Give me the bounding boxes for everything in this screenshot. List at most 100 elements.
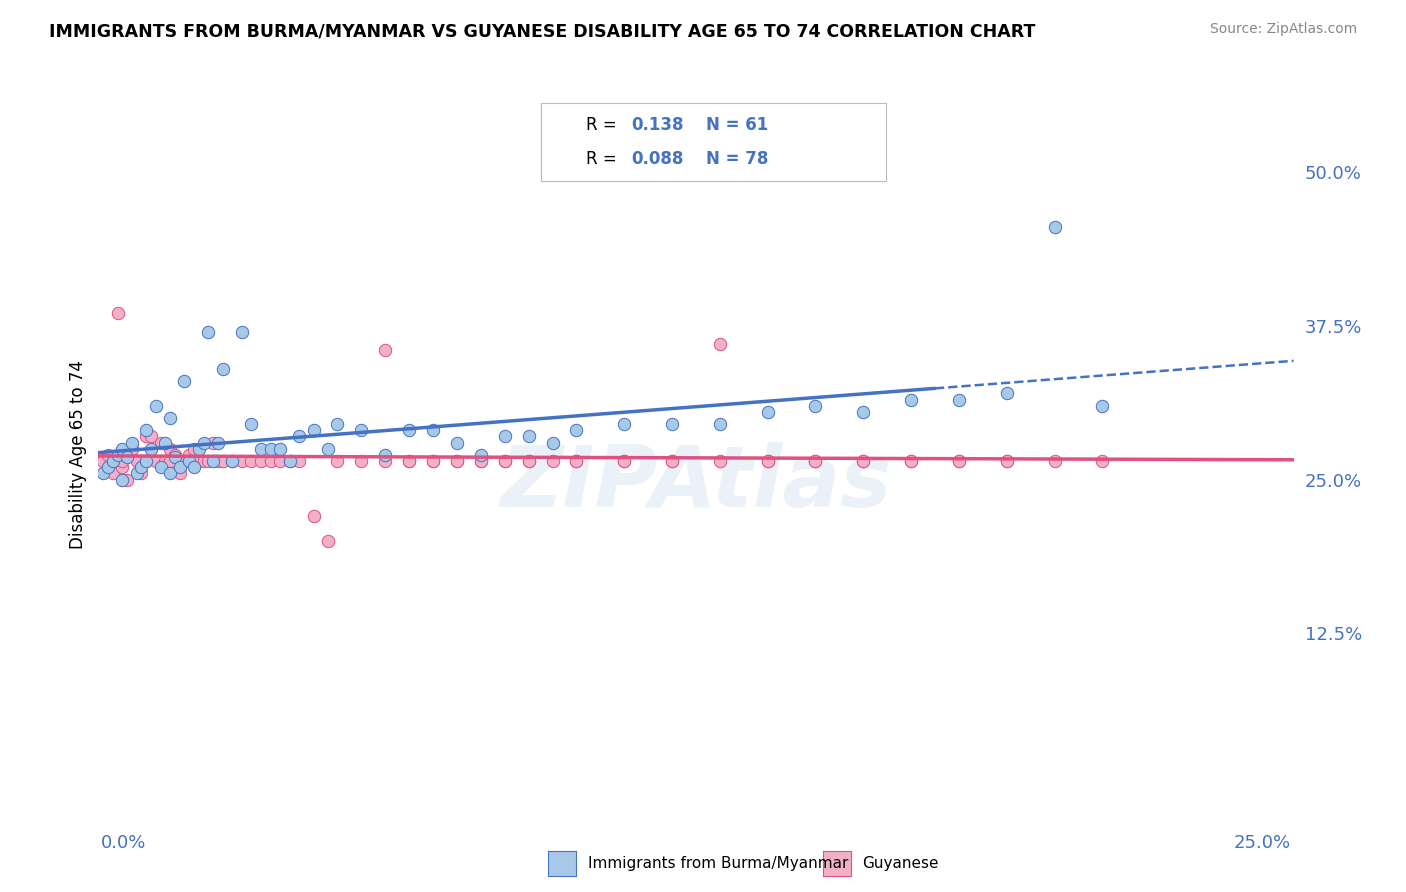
Point <box>446 435 468 450</box>
Point <box>398 423 420 437</box>
Point <box>231 325 253 339</box>
Point <box>179 454 201 468</box>
Point <box>1091 454 1114 468</box>
Point <box>709 337 731 351</box>
Point <box>135 454 157 468</box>
Point <box>187 442 209 456</box>
Point <box>149 435 172 450</box>
Text: N = 78: N = 78 <box>706 150 768 168</box>
Point <box>107 306 129 320</box>
Point <box>179 448 201 462</box>
Point <box>1043 454 1066 468</box>
Point <box>661 454 683 468</box>
Point <box>756 454 779 468</box>
Point <box>948 454 970 468</box>
Point <box>709 417 731 432</box>
Point <box>250 442 273 456</box>
Point <box>97 448 120 462</box>
Point <box>97 460 120 475</box>
Point <box>1091 399 1114 413</box>
Point <box>159 467 181 481</box>
Text: Source: ZipAtlas.com: Source: ZipAtlas.com <box>1209 22 1357 37</box>
Point <box>278 454 301 468</box>
Point <box>111 473 134 487</box>
Point <box>121 442 143 456</box>
Point <box>259 454 281 468</box>
Point <box>948 392 970 407</box>
Point <box>221 454 243 468</box>
Point <box>422 454 444 468</box>
Point <box>250 454 273 468</box>
Point <box>288 429 311 443</box>
Point <box>1043 220 1066 235</box>
Point <box>374 454 396 468</box>
Point <box>221 454 243 468</box>
Point <box>446 454 468 468</box>
Point <box>565 454 588 468</box>
Point <box>155 435 177 450</box>
Point <box>183 442 205 456</box>
Point <box>125 467 148 481</box>
Point <box>613 454 636 468</box>
Point <box>278 454 301 468</box>
Point <box>470 448 492 462</box>
Point <box>948 454 970 468</box>
Text: Immigrants from Burma/Myanmar: Immigrants from Burma/Myanmar <box>588 856 848 871</box>
Point <box>125 454 148 468</box>
Point <box>470 454 492 468</box>
Text: 25.0%: 25.0% <box>1233 834 1291 852</box>
Point <box>422 423 444 437</box>
Point <box>231 454 253 468</box>
Point <box>613 417 636 432</box>
Point <box>398 454 420 468</box>
Point <box>900 392 922 407</box>
Point <box>183 460 205 475</box>
Point <box>900 454 922 468</box>
Point <box>145 399 167 413</box>
Point <box>756 454 779 468</box>
Point <box>193 435 215 450</box>
Point <box>197 325 219 339</box>
Point <box>374 448 396 462</box>
Point <box>121 435 143 450</box>
Point <box>159 411 181 425</box>
Point <box>804 454 827 468</box>
Point <box>565 454 588 468</box>
Point <box>169 467 191 481</box>
Point <box>211 361 233 376</box>
Point <box>852 454 875 468</box>
Point <box>446 454 468 468</box>
Text: ZIPAtlas: ZIPAtlas <box>501 442 891 525</box>
Point <box>163 450 186 465</box>
Point <box>565 423 588 437</box>
Point <box>613 454 636 468</box>
Point <box>494 454 516 468</box>
Point <box>173 374 195 388</box>
Point <box>91 454 114 468</box>
Point <box>159 454 181 468</box>
Point <box>661 417 683 432</box>
Point <box>101 454 124 468</box>
Point <box>149 460 172 475</box>
Point <box>193 454 215 468</box>
Point <box>470 454 492 468</box>
Text: R =: R = <box>586 116 623 134</box>
Text: R =: R = <box>586 150 623 168</box>
Point <box>350 423 373 437</box>
Point <box>326 417 349 432</box>
Point <box>240 454 263 468</box>
Point <box>995 454 1018 468</box>
Point <box>207 435 229 450</box>
Point <box>163 448 186 462</box>
Point <box>541 454 564 468</box>
Point <box>91 467 114 481</box>
Text: IMMIGRANTS FROM BURMA/MYANMAR VS GUYANESE DISABILITY AGE 65 TO 74 CORRELATION CH: IMMIGRANTS FROM BURMA/MYANMAR VS GUYANES… <box>49 22 1036 40</box>
Point <box>159 442 181 456</box>
Point <box>302 423 325 437</box>
Point <box>756 405 779 419</box>
Point <box>995 386 1018 401</box>
Point <box>316 534 339 549</box>
Point <box>115 473 138 487</box>
Text: N = 61: N = 61 <box>706 116 768 134</box>
Point <box>494 429 516 443</box>
